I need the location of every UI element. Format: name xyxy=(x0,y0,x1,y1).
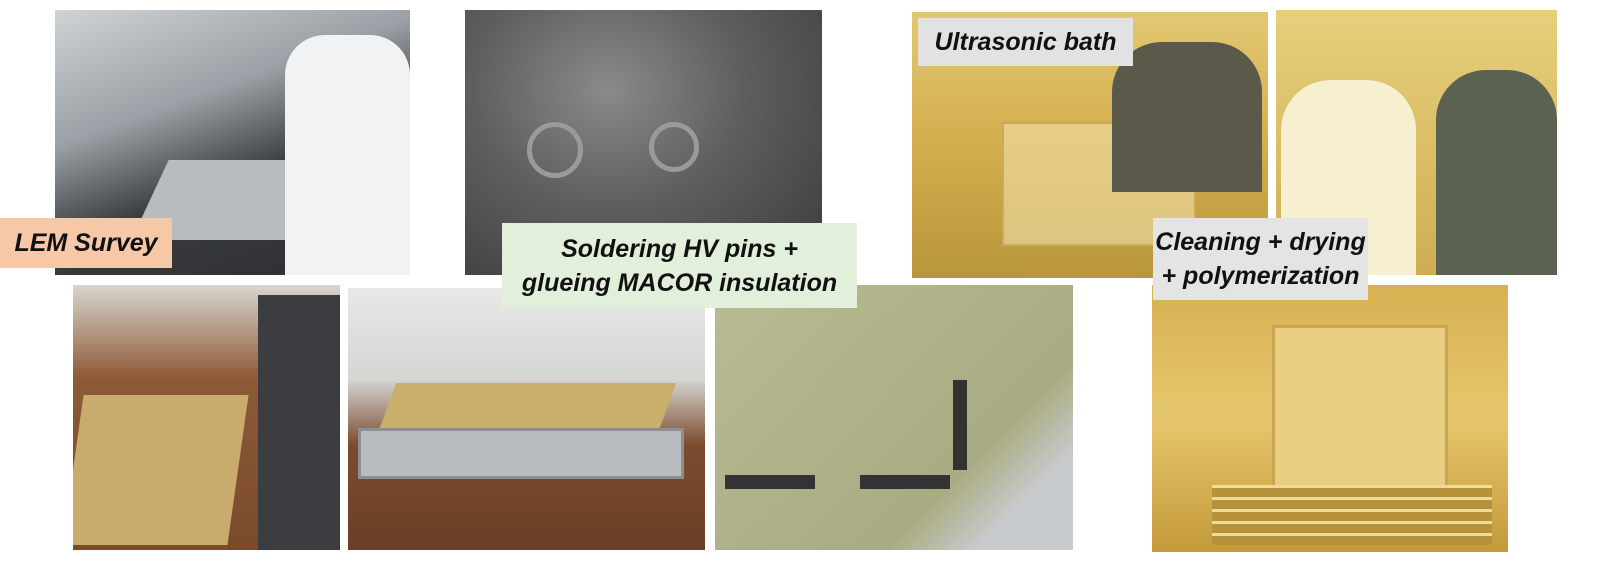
label-text: Cleaning + drying xyxy=(1155,228,1366,256)
photo-person xyxy=(285,35,410,275)
photo-frame xyxy=(358,428,684,479)
photo-person xyxy=(1436,70,1557,275)
photo-insert xyxy=(649,122,699,172)
photo-board xyxy=(73,395,249,545)
photo-connector xyxy=(953,380,967,470)
photo-pcb xyxy=(715,285,1073,550)
photo-desk-work xyxy=(73,285,340,550)
photo-connector xyxy=(860,475,950,489)
photo-board xyxy=(379,383,677,428)
photo-connector xyxy=(725,475,815,489)
label-cleaning: Cleaning + drying + polymerization xyxy=(1153,218,1368,300)
photo-person xyxy=(1112,42,1262,192)
label-text: LEM Survey xyxy=(14,229,158,257)
photo-frame-stack xyxy=(348,288,705,550)
photo-board xyxy=(1272,325,1448,491)
photo-person xyxy=(258,295,340,550)
label-lem-survey: LEM Survey xyxy=(0,218,172,268)
photo-shelf xyxy=(1212,485,1492,545)
label-text: Ultrasonic bath xyxy=(934,28,1117,56)
label-text: Soldering HV pins + xyxy=(561,234,798,263)
photo-insert xyxy=(527,122,583,178)
label-soldering: Soldering HV pins + glueing MACOR insula… xyxy=(502,223,857,308)
label-text: glueing MACOR insulation xyxy=(521,268,838,297)
photo-oven xyxy=(1152,285,1508,552)
label-ultrasonic: Ultrasonic bath xyxy=(918,18,1133,66)
label-text: + polymerization xyxy=(1161,262,1360,290)
